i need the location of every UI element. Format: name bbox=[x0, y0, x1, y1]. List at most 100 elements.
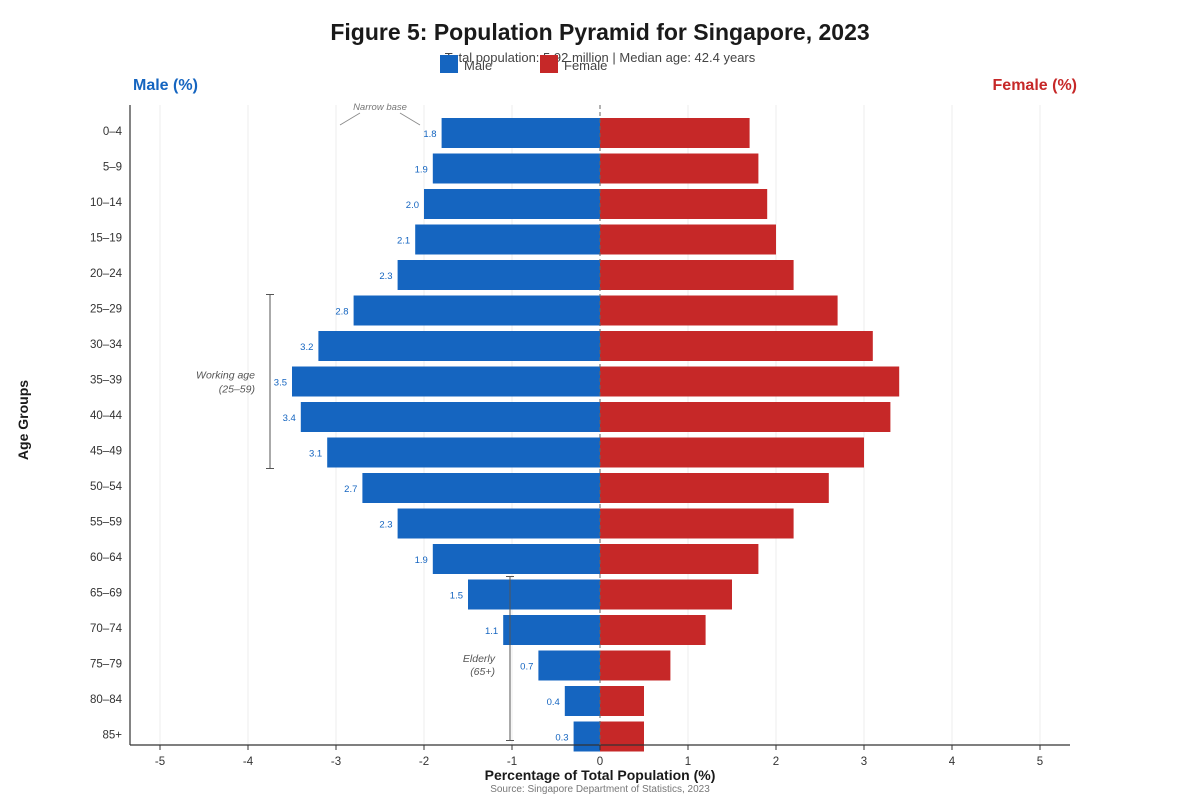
bar-male bbox=[432, 153, 600, 184]
bar-female bbox=[600, 224, 776, 255]
data-label-male: 1.1 bbox=[485, 626, 498, 637]
y-tick-label: 65–69 bbox=[90, 588, 122, 600]
bar-male bbox=[415, 224, 600, 255]
data-label-male: 2.3 bbox=[379, 520, 392, 531]
y-tick-label: 75–79 bbox=[90, 659, 122, 671]
y-tick-label: 25–29 bbox=[90, 304, 122, 316]
y-tick-label: 20–24 bbox=[90, 268, 123, 280]
bar-male bbox=[362, 473, 600, 503]
data-label-male: 1.9 bbox=[415, 165, 428, 176]
bar-female bbox=[600, 402, 891, 432]
bar-female bbox=[600, 189, 768, 219]
bar-male bbox=[424, 189, 600, 219]
bar-female bbox=[600, 508, 794, 539]
annotation-elderly: Elderly bbox=[463, 653, 496, 665]
y-tick-labels: 0–4 5–9 10–14 15–19 20–24 25–29 30–34 35–39 40–4… bbox=[90, 126, 123, 742]
bar-male bbox=[397, 508, 600, 539]
x-ticks: -5 -4 -3 -2 -1 0 1 2 3 4 5 bbox=[155, 745, 1043, 768]
data-label-male: 0.4 bbox=[547, 697, 560, 708]
legend: Male Female bbox=[440, 55, 607, 73]
data-label-male: 2.1 bbox=[397, 236, 410, 247]
x-tick-label: 0 bbox=[597, 756, 603, 768]
data-label-male: 1.5 bbox=[450, 591, 463, 602]
bar-male bbox=[327, 437, 600, 468]
annotations-group: Narrow base Working age (25–59) Elderly(65+… bbox=[196, 102, 514, 741]
bar-female bbox=[600, 473, 829, 503]
y-tick-label: 45–49 bbox=[90, 446, 122, 458]
data-label-male: 2.7 bbox=[344, 484, 357, 495]
bar-female bbox=[600, 650, 671, 681]
chart-title: Figure 5: Population Pyramid for Singapo… bbox=[330, 19, 869, 45]
y-tick-label: 60–64 bbox=[90, 552, 123, 564]
y-tick-label: 15–19 bbox=[90, 233, 122, 245]
bar-male bbox=[432, 544, 600, 574]
bar-male bbox=[468, 579, 600, 610]
y-tick-label: 40–44 bbox=[90, 410, 123, 422]
data-labels-group: 1.8 1.9 2.0 2.1 2.3 2.8 3.2 3.5 3.4 3.1 2.7 2.3 1.9 1… bbox=[274, 129, 569, 744]
data-label-male: 1.9 bbox=[415, 555, 428, 566]
legend-label-male: Male bbox=[464, 58, 492, 73]
chart-subtitle: Total population: 5.92 million | Median … bbox=[445, 50, 756, 65]
bar-male bbox=[353, 295, 600, 326]
annotation-pointer bbox=[399, 112, 421, 126]
data-label-male: 2.8 bbox=[335, 307, 348, 318]
bar-male bbox=[397, 260, 600, 290]
data-label-male: 0.3 bbox=[555, 733, 568, 744]
x-tick-label: -4 bbox=[243, 756, 254, 768]
bar-female bbox=[600, 686, 644, 716]
bar-male bbox=[538, 650, 600, 681]
annotation-working-age: Working age bbox=[196, 370, 255, 382]
x-tick-label: 1 bbox=[685, 756, 691, 768]
bar-male bbox=[564, 686, 600, 716]
bar-male bbox=[503, 615, 600, 645]
bar-male bbox=[292, 366, 600, 397]
y-tick-label: 50–54 bbox=[90, 481, 123, 493]
data-label-male: 2.0 bbox=[406, 200, 419, 211]
bar-female bbox=[600, 437, 864, 468]
bar-female bbox=[600, 295, 838, 326]
bar-female bbox=[600, 721, 644, 752]
bar-female bbox=[600, 366, 900, 397]
bar-female bbox=[600, 579, 732, 610]
data-label-male: 0.7 bbox=[520, 662, 533, 673]
data-label-male: 3.2 bbox=[300, 342, 313, 353]
bar-male bbox=[300, 402, 600, 432]
annotation-elderly-range: (65+) bbox=[470, 666, 495, 678]
annotation-working-age-range: (25–59) bbox=[219, 384, 255, 396]
bar-male bbox=[441, 118, 600, 148]
y-tick-label: 55–59 bbox=[90, 517, 122, 529]
data-label-male: 3.1 bbox=[309, 449, 322, 460]
bar-female bbox=[600, 153, 759, 184]
x-tick-label: -2 bbox=[419, 756, 429, 768]
x-tick-label: -5 bbox=[155, 756, 165, 768]
bar-male bbox=[318, 331, 600, 361]
y-tick-label: 85+ bbox=[102, 730, 122, 742]
data-label-male: 3.5 bbox=[274, 378, 287, 389]
data-label-male: 2.3 bbox=[379, 271, 392, 282]
y-tick-label: 10–14 bbox=[90, 197, 123, 209]
y-tick-label: 70–74 bbox=[90, 623, 123, 635]
bar-female bbox=[600, 331, 873, 361]
source-note: Source: Singapore Department of Statisti… bbox=[490, 784, 710, 795]
data-label-male: 3.4 bbox=[283, 413, 296, 424]
x-tick-label: 3 bbox=[861, 756, 867, 768]
x-tick-label: 5 bbox=[1037, 756, 1043, 768]
female-side-label: Female (%) bbox=[993, 77, 1077, 94]
male-side-label: Male (%) bbox=[133, 77, 198, 94]
y-tick-label: 30–34 bbox=[90, 339, 123, 351]
bar-female bbox=[600, 260, 794, 290]
y-tick-label: 80–84 bbox=[90, 694, 123, 706]
annotation-narrow-base: Narrow base bbox=[353, 102, 407, 113]
x-axis-title: Percentage of Total Population (%) bbox=[485, 767, 716, 783]
bars-group bbox=[292, 118, 900, 752]
bar-female bbox=[600, 118, 750, 148]
y-tick-label: 0–4 bbox=[103, 126, 123, 138]
annotation-pointer bbox=[339, 112, 361, 126]
bar-female bbox=[600, 544, 759, 574]
y-axis-title: Age Groups bbox=[15, 380, 31, 460]
legend-swatch-male bbox=[440, 55, 458, 73]
bar-male bbox=[573, 721, 600, 752]
legend-label-female: Female bbox=[564, 58, 607, 73]
x-tick-label: 4 bbox=[949, 756, 956, 768]
